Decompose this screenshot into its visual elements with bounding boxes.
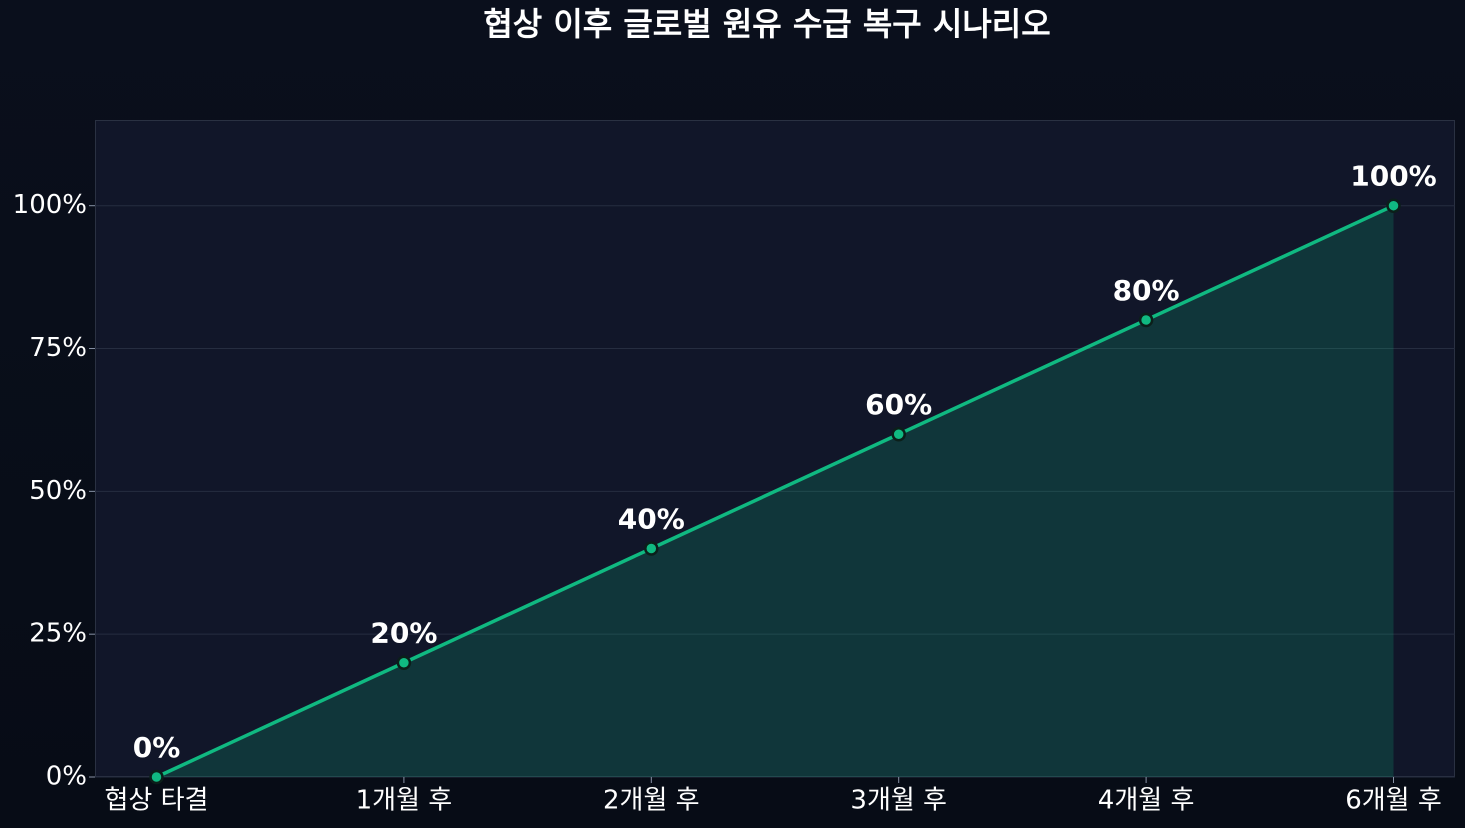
line bbox=[155, 204, 1395, 779]
y-tick-label: 75% bbox=[29, 333, 87, 363]
x-tick-label: 3개월 후 bbox=[850, 786, 947, 816]
plot-area bbox=[95, 120, 1455, 777]
point bbox=[1386, 198, 1401, 213]
data-label: 100% bbox=[1350, 160, 1437, 193]
point bbox=[396, 655, 412, 670]
data-label: 40% bbox=[618, 502, 685, 535]
data-label: 0% bbox=[133, 731, 181, 764]
point bbox=[149, 769, 164, 785]
y-tick-label: 25% bbox=[29, 619, 87, 649]
y-tick-label: 0% bbox=[46, 762, 87, 792]
x-tick-label: 2개월 후 bbox=[603, 786, 700, 816]
x-tick-label: 1개월 후 bbox=[356, 786, 453, 816]
x-tick-label: 4개월 후 bbox=[1098, 786, 1195, 816]
data-label: 60% bbox=[865, 388, 932, 421]
point bbox=[644, 541, 659, 556]
x-tick-label: 협상 타결 bbox=[105, 786, 209, 816]
point bbox=[1138, 312, 1154, 328]
y-tick-label: 100% bbox=[13, 190, 87, 220]
y-tick-label: 50% bbox=[29, 476, 87, 506]
x-tick-label: 6개월 후 bbox=[1345, 786, 1442, 816]
point bbox=[891, 426, 906, 442]
chart-title: 협상 이후 글로벌 원유 수급 복구 시나리오 bbox=[483, 5, 1050, 43]
data-label: 20% bbox=[370, 617, 437, 650]
data-label: 80% bbox=[1113, 274, 1180, 307]
